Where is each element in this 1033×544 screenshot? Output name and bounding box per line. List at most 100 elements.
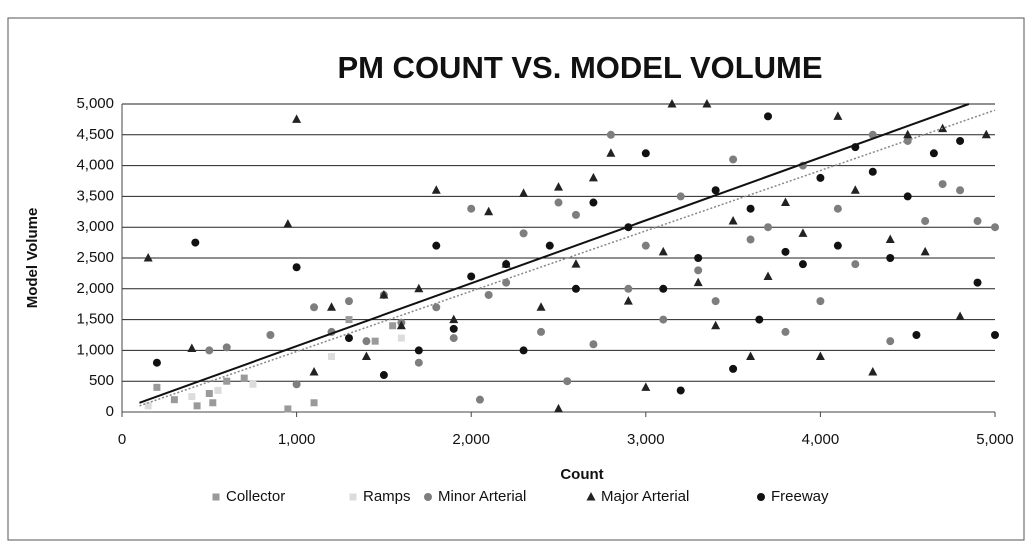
point (223, 377, 231, 385)
point (711, 320, 721, 330)
point (193, 402, 201, 410)
point (606, 148, 616, 157)
point (711, 186, 720, 195)
point (938, 180, 947, 189)
point (467, 272, 476, 281)
point (191, 238, 200, 247)
trend-line (139, 109, 996, 407)
point (781, 327, 790, 336)
point (309, 366, 319, 376)
point (222, 343, 231, 352)
point (292, 380, 301, 389)
point (449, 334, 458, 343)
point (328, 353, 336, 361)
x-tick-label: 5,000 (976, 431, 1014, 448)
point (153, 383, 161, 391)
x-tick-label: 3,000 (627, 431, 665, 448)
legend-label: Ramps (363, 488, 411, 505)
point (327, 302, 337, 311)
point (571, 210, 580, 219)
point (833, 204, 842, 213)
point (589, 340, 598, 349)
point (815, 351, 825, 361)
point (763, 271, 773, 280)
x-axis-label: Count (560, 466, 603, 483)
point (623, 296, 633, 305)
point (798, 260, 807, 269)
point (746, 204, 755, 213)
point (850, 185, 860, 194)
point (833, 111, 843, 120)
point (431, 185, 441, 194)
point (624, 284, 633, 293)
point (502, 260, 511, 269)
point (554, 198, 563, 207)
point (214, 386, 222, 394)
point (519, 188, 529, 197)
point (310, 303, 319, 312)
point (554, 182, 563, 191)
point (345, 316, 353, 324)
point (519, 346, 528, 355)
point (746, 235, 755, 244)
point (205, 346, 214, 355)
point (571, 284, 580, 293)
point (764, 112, 773, 121)
point (764, 223, 773, 232)
point (694, 254, 703, 262)
point (187, 343, 197, 353)
point (432, 241, 441, 250)
point (702, 99, 712, 108)
point (659, 315, 668, 324)
point (396, 320, 406, 330)
point (693, 277, 703, 287)
y-tick-label: 1,000 (76, 341, 114, 358)
point (746, 351, 756, 361)
point (929, 149, 938, 158)
point (780, 197, 790, 207)
y-tick-label: 3,000 (76, 218, 114, 235)
point (885, 234, 895, 244)
point (379, 289, 389, 299)
point (955, 311, 965, 321)
chart-title: PM COUNT VS. MODEL VOLUME (337, 50, 822, 85)
point (188, 393, 196, 401)
point (144, 402, 152, 410)
legend-marker (586, 492, 596, 501)
point (781, 247, 790, 256)
point (816, 297, 825, 306)
point (676, 386, 685, 395)
point (292, 263, 301, 272)
point (502, 278, 511, 287)
point (921, 217, 930, 226)
point (606, 130, 615, 139)
point (414, 283, 424, 293)
point (536, 302, 546, 311)
point (344, 297, 353, 306)
point (833, 241, 842, 250)
point (449, 324, 458, 333)
point (266, 331, 275, 339)
point (152, 358, 161, 367)
point (816, 173, 825, 182)
point (912, 331, 921, 339)
point (475, 395, 484, 404)
x-tick-label: 0 (118, 431, 126, 448)
point (519, 229, 528, 238)
point (170, 396, 178, 404)
legend-label: Major Arterial (601, 488, 689, 505)
y-tick-label: 500 (89, 372, 114, 389)
y-tick-label: 0 (106, 403, 114, 420)
point (467, 204, 476, 213)
point (798, 228, 808, 237)
point (886, 254, 895, 262)
point (991, 331, 999, 339)
y-axis-label: Model Volume (24, 208, 41, 309)
y-tick-label: 4,000 (76, 157, 114, 174)
point (545, 241, 554, 250)
point (249, 380, 257, 388)
point (755, 315, 764, 324)
point (537, 327, 546, 336)
